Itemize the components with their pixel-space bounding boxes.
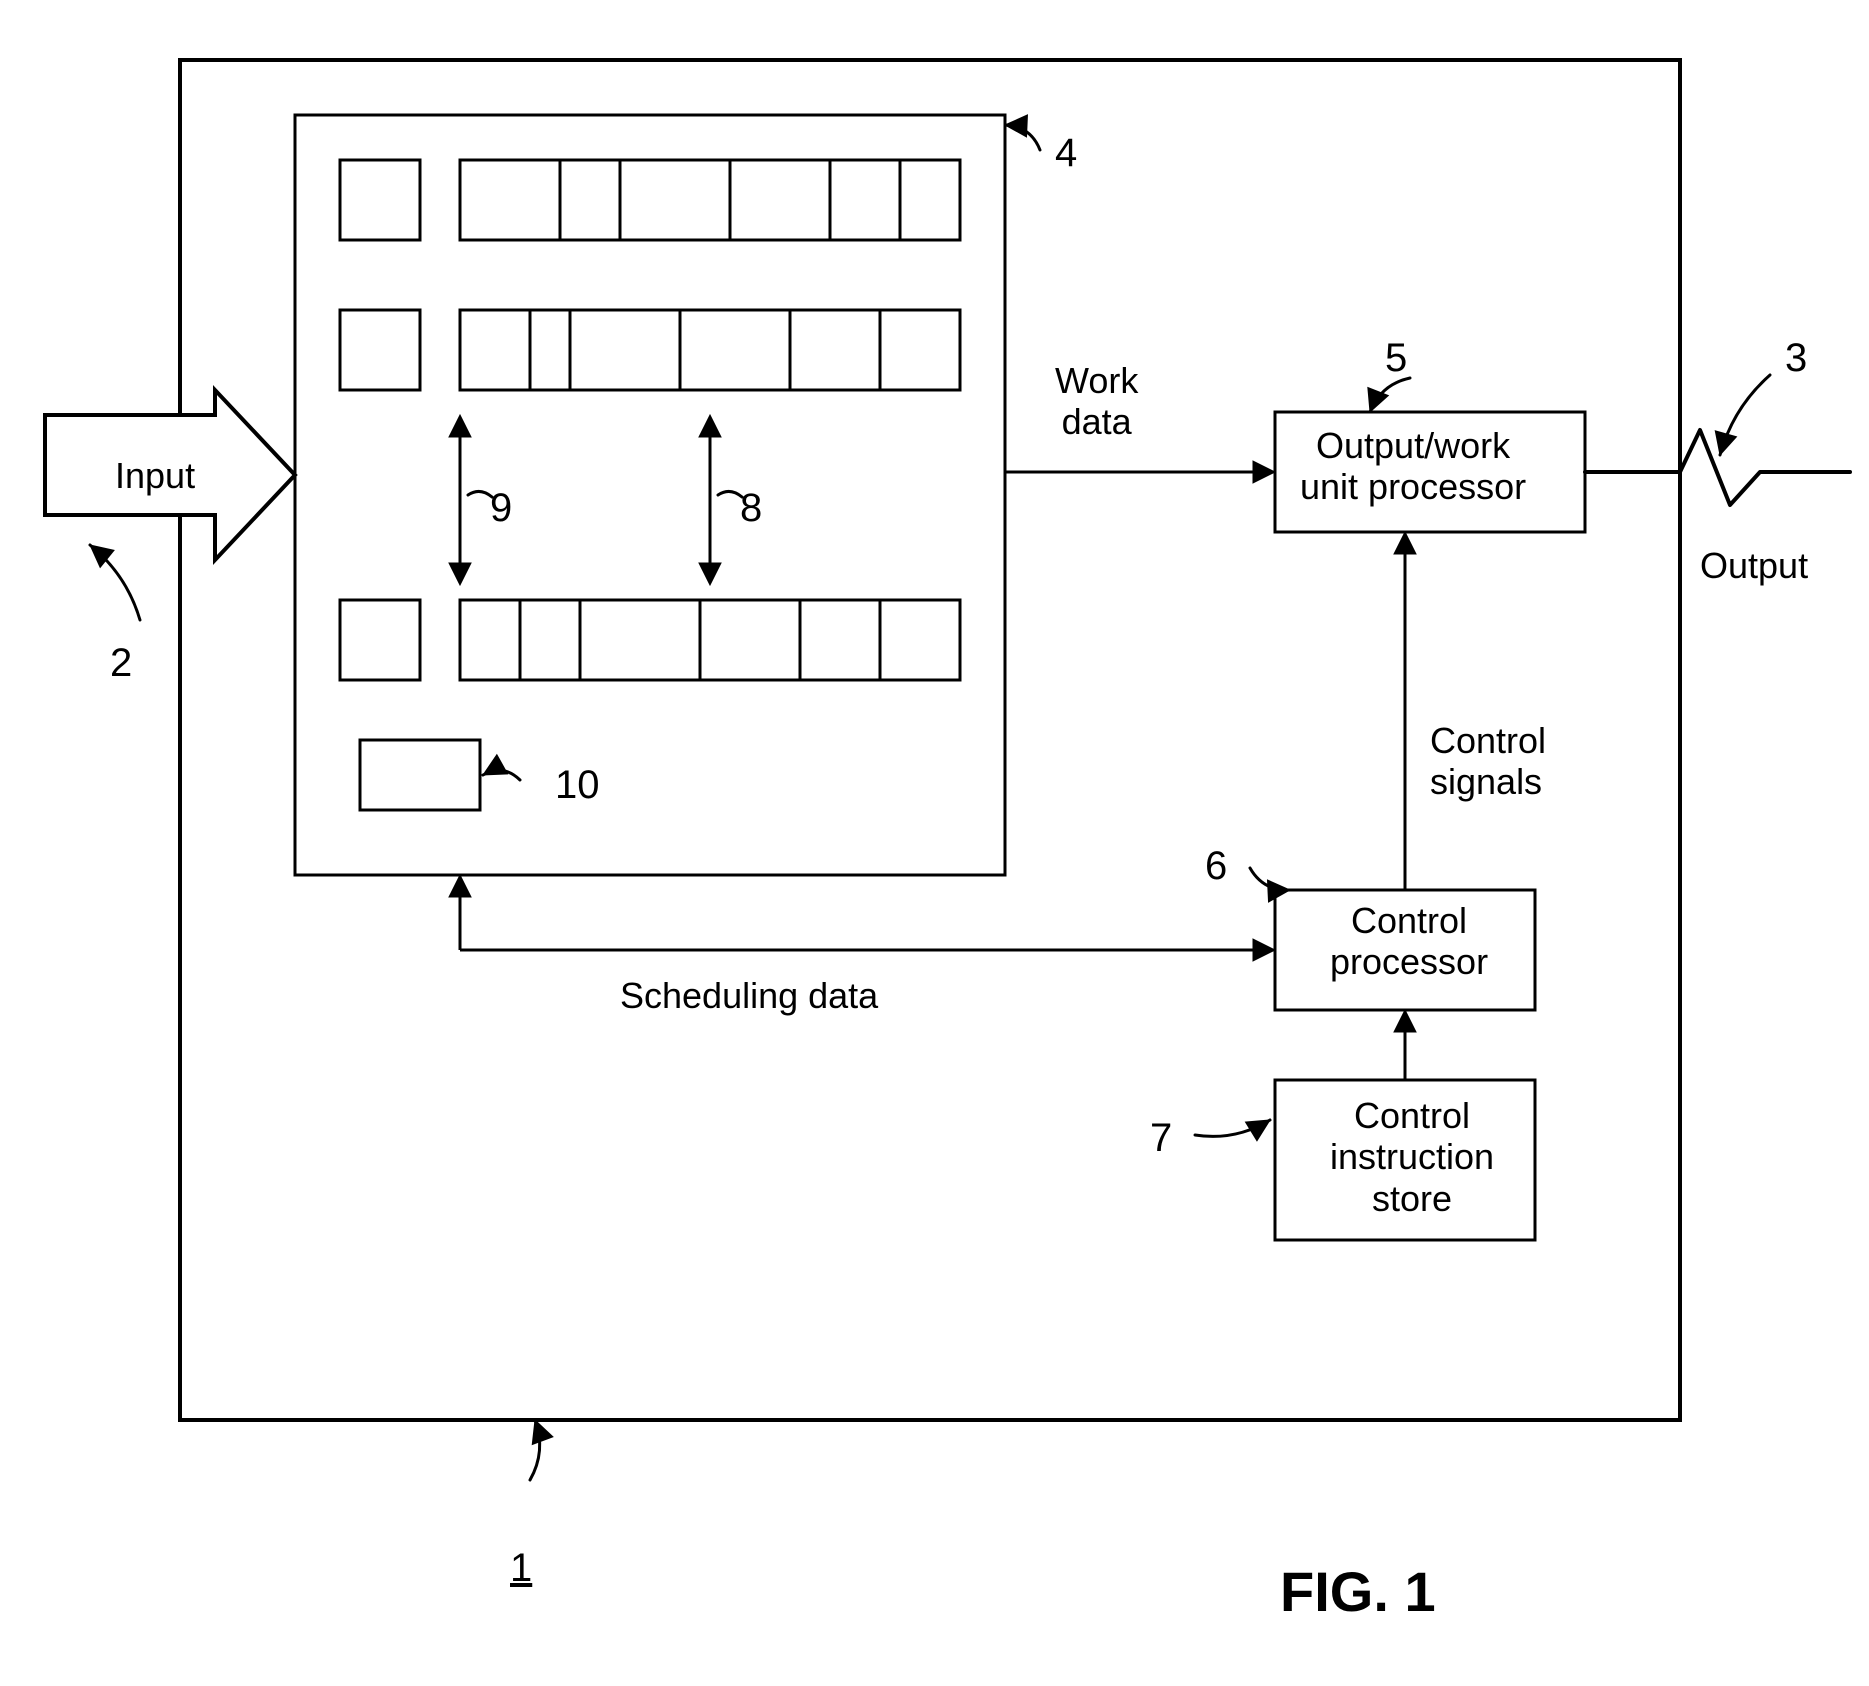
ref-1: 1: [510, 1545, 532, 1591]
ref-5: 5: [1385, 335, 1407, 381]
output-label: Output: [1700, 545, 1808, 586]
control-store-label: Control instruction store: [1330, 1095, 1494, 1219]
ref-9: 9: [490, 485, 512, 531]
ref-6: 6: [1205, 843, 1227, 889]
ref-3: 3: [1785, 335, 1807, 381]
ref-7: 7: [1150, 1115, 1172, 1161]
ref-4: 4: [1055, 130, 1077, 176]
ref-8: 8: [740, 485, 762, 531]
control-processor-label: Control processor: [1330, 900, 1488, 983]
scheduling-label: Scheduling data: [620, 975, 878, 1016]
ref-10: 10: [555, 762, 600, 808]
work-data-label: Work data: [1055, 360, 1138, 443]
fig-caption: FIG. 1: [1280, 1560, 1436, 1624]
output-processor-label: Output/work unit processor: [1300, 425, 1526, 508]
ref-2: 2: [110, 640, 132, 686]
control-signals-label: Control signals: [1430, 720, 1546, 803]
input-label: Input: [115, 455, 195, 496]
